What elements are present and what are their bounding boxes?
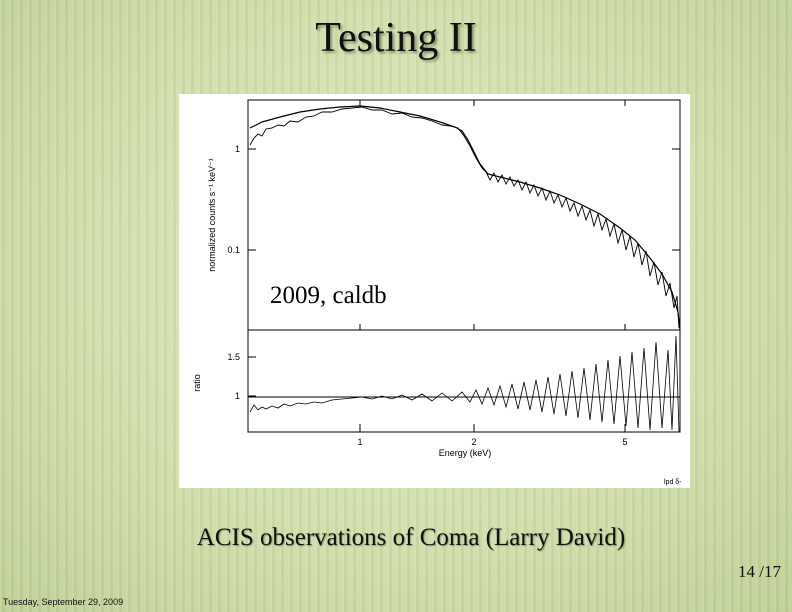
figure-background xyxy=(179,94,690,488)
y-tick-label: 1 xyxy=(235,144,240,154)
model-curve xyxy=(249,105,681,331)
annotation: 2009, caldb xyxy=(270,282,387,309)
axes xyxy=(247,99,681,433)
y-tick-label: 1 xyxy=(235,391,240,401)
lower-frame xyxy=(247,329,681,433)
y-tick-label: 0.1 xyxy=(227,245,240,255)
data-ratio xyxy=(249,335,680,433)
slide-title: Testing II xyxy=(315,15,477,61)
x-tick-label: 1 xyxy=(357,437,362,447)
credit: lpd δ- xyxy=(664,479,682,486)
x-tick-label: 5 xyxy=(622,437,627,447)
caption: ACIS observations of Coma (Larry David) xyxy=(196,524,626,551)
x-axis-label: Energy (keV) xyxy=(439,448,492,458)
y-axis-label: normalized counts s⁻¹ keV⁻¹ xyxy=(207,158,217,272)
page-number: 14 /17 xyxy=(738,562,781,581)
footer-date: Tuesday, September 29, 2009 xyxy=(3,597,124,607)
data-spectrum xyxy=(249,106,680,329)
ratio-label: ratio xyxy=(192,374,202,392)
x-tick-label: 2 xyxy=(471,437,476,447)
y-tick-label: 1.5 xyxy=(227,352,240,362)
